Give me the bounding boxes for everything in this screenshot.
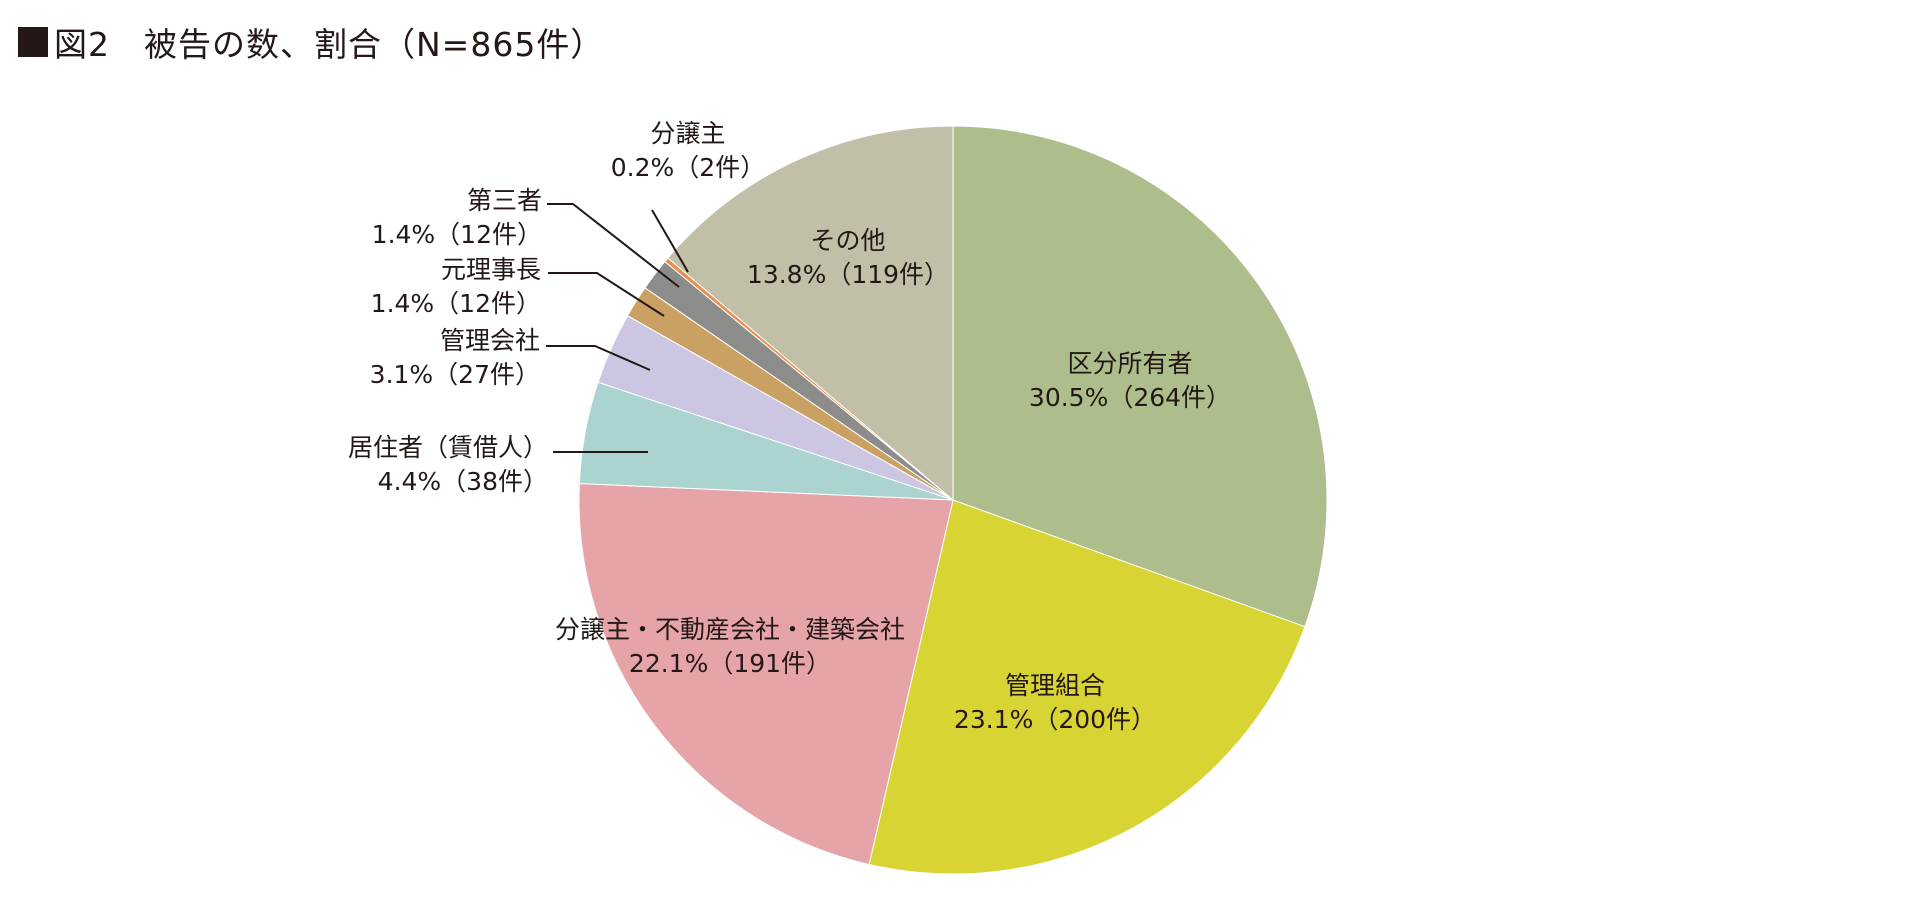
leader-line-5 [548,272,665,317]
slice-value-label-6: 1.4%（12件） [372,220,542,249]
slice-value-label-4: 3.1%（27件） [370,360,540,389]
leader-line-7 [651,209,689,273]
pie-slice-0 [952,125,1328,628]
pie-slice-2 [578,483,954,866]
title-square-icon [18,27,48,57]
slice-name-label-6: 第三者 [467,186,542,215]
slice-name-label-1: 管理組合 [1005,671,1105,700]
slice-value-label-1: 23.1%（200件） [954,705,1156,734]
pie-slice-1 [868,499,1306,875]
slice-value-label-8: 13.8%（119件） [747,260,949,289]
slice-value-label-5: 1.4%（12件） [371,289,541,318]
slice-name-label-8: その他 [810,226,885,255]
chart-title-text: 図2 被告の数、割合（N=865件） [54,25,605,64]
chart-title: 図2 被告の数、割合（N=865件） [18,18,604,66]
slice-name-label-2: 分譲主・不動産会社・建築会社 [555,615,905,644]
slice-name-label-4: 管理会社 [440,326,540,355]
slice-value-label-3: 4.4%（38件） [378,467,548,496]
slice-value-label-2: 22.1%（191件） [629,649,831,678]
slice-name-label-3: 居住者（賃借人） [348,433,548,462]
slice-value-label-0: 30.5%（264件） [1029,383,1231,412]
leader-line-6 [547,203,680,288]
slice-value-label-7: 0.2%（2件） [611,153,765,182]
leader-line-4 [546,345,651,371]
slice-name-label-5: 元理事長 [441,255,541,284]
slice-name-label-7: 分譲主 [650,119,725,148]
slice-name-label-0: 区分所有者 [1067,349,1192,378]
pie-slice-8 [667,125,954,502]
